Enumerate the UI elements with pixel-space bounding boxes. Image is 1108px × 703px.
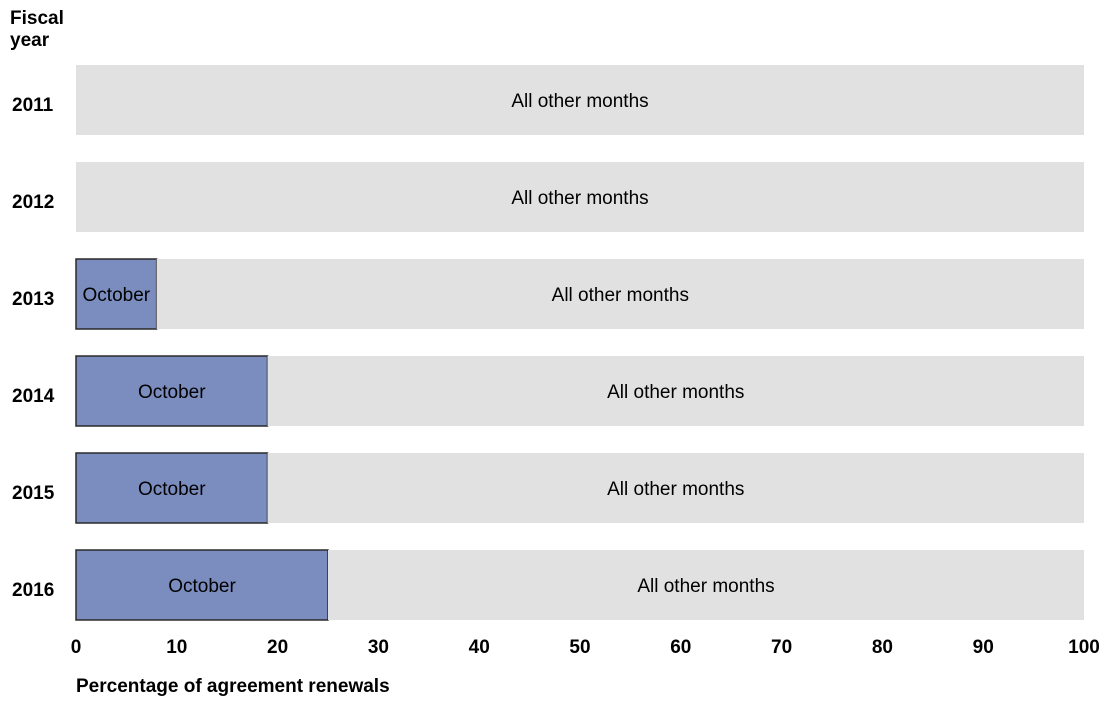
bar-october: [75, 355, 269, 427]
segment-label-all-other-months: All other months: [637, 576, 774, 597]
x-tick-label: 70: [771, 637, 792, 658]
category-label: 2011: [12, 95, 54, 116]
category-label: 2016: [12, 580, 54, 601]
bar-all-other-months: [267, 453, 1084, 523]
category-label: 2014: [12, 386, 55, 407]
x-tick-label: 0: [71, 637, 82, 658]
bar-all-other-months: [76, 162, 1084, 232]
x-tick-label: 50: [569, 637, 590, 658]
segment-label-all-other-months: All other months: [511, 91, 648, 112]
segment-label-all-other-months: All other months: [607, 479, 744, 500]
y-axis-title: Fiscal year: [10, 8, 90, 52]
x-tick-label: 40: [469, 637, 490, 658]
x-axis-title: Percentage of agreement renewals: [76, 676, 390, 697]
y-axis-title-line: Fiscal: [10, 8, 64, 29]
bar-all-other-months: [267, 356, 1084, 426]
category-label: 2015: [12, 483, 55, 504]
segment-label-all-other-months: All other months: [552, 285, 689, 306]
segment-label-all-other-months: All other months: [607, 382, 744, 403]
segment-label-october: October: [168, 576, 236, 597]
bar-all-other-months: [328, 550, 1084, 620]
bar-all-other-months: [156, 259, 1084, 329]
category-label: 2013: [12, 289, 54, 310]
x-tick-label: 100: [1068, 637, 1100, 658]
segment-label-october: October: [138, 479, 206, 500]
x-tick-label: 80: [872, 637, 893, 658]
bar-all-other-months: [76, 65, 1084, 135]
x-tick-label: 60: [670, 637, 691, 658]
bar-october: [75, 549, 329, 621]
bar-october: [75, 258, 158, 330]
x-tick-label: 90: [973, 637, 994, 658]
x-tick-label: 20: [267, 637, 288, 658]
y-axis-title-line: year: [10, 30, 50, 51]
segment-label-all-other-months: All other months: [511, 188, 648, 209]
segment-label-october: October: [83, 285, 151, 306]
segment-label-october: October: [138, 382, 206, 403]
x-tick-label: 10: [166, 637, 187, 658]
bar-october: [75, 452, 269, 524]
x-tick-label: 30: [368, 637, 389, 658]
category-label: 2012: [12, 192, 54, 213]
